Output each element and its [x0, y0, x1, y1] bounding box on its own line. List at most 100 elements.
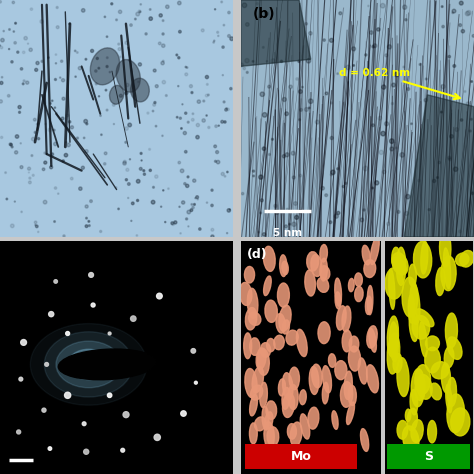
- Circle shape: [34, 221, 37, 224]
- Circle shape: [465, 11, 470, 16]
- Ellipse shape: [410, 390, 418, 415]
- Circle shape: [176, 54, 178, 56]
- Circle shape: [0, 38, 4, 42]
- Circle shape: [23, 80, 25, 82]
- Circle shape: [211, 235, 214, 238]
- Circle shape: [387, 222, 390, 226]
- Circle shape: [69, 23, 70, 25]
- Circle shape: [187, 121, 189, 123]
- Circle shape: [459, 1, 463, 5]
- Circle shape: [227, 209, 230, 212]
- Circle shape: [262, 147, 266, 150]
- Circle shape: [294, 201, 297, 205]
- Circle shape: [31, 137, 35, 141]
- Circle shape: [216, 160, 220, 164]
- Circle shape: [181, 128, 182, 129]
- Circle shape: [154, 101, 156, 104]
- Circle shape: [187, 176, 189, 178]
- Ellipse shape: [409, 309, 418, 341]
- Ellipse shape: [431, 362, 449, 379]
- Circle shape: [147, 112, 149, 114]
- Circle shape: [154, 434, 160, 440]
- Circle shape: [15, 151, 18, 154]
- Circle shape: [163, 190, 164, 191]
- Circle shape: [55, 79, 56, 81]
- Circle shape: [352, 47, 356, 51]
- Circle shape: [20, 143, 21, 144]
- Ellipse shape: [116, 60, 140, 92]
- Ellipse shape: [369, 328, 376, 352]
- Circle shape: [230, 37, 234, 41]
- Ellipse shape: [279, 305, 291, 331]
- Circle shape: [268, 85, 271, 88]
- Circle shape: [155, 175, 158, 178]
- Circle shape: [264, 12, 268, 16]
- Circle shape: [128, 182, 130, 185]
- Circle shape: [285, 153, 289, 157]
- Circle shape: [42, 168, 45, 171]
- Circle shape: [106, 57, 108, 59]
- Ellipse shape: [412, 316, 429, 339]
- Circle shape: [137, 81, 139, 83]
- Circle shape: [183, 131, 186, 135]
- Ellipse shape: [441, 363, 451, 393]
- Circle shape: [136, 12, 139, 16]
- Ellipse shape: [77, 356, 100, 373]
- Ellipse shape: [425, 347, 440, 373]
- Circle shape: [191, 348, 196, 353]
- Circle shape: [44, 161, 47, 164]
- Ellipse shape: [274, 335, 284, 350]
- Circle shape: [302, 86, 303, 88]
- Circle shape: [138, 63, 142, 66]
- Circle shape: [181, 411, 186, 416]
- Circle shape: [96, 57, 99, 60]
- Circle shape: [360, 218, 364, 222]
- Circle shape: [460, 119, 463, 121]
- Circle shape: [285, 112, 289, 116]
- Circle shape: [60, 77, 61, 78]
- Ellipse shape: [255, 417, 266, 431]
- Ellipse shape: [396, 247, 406, 285]
- Ellipse shape: [307, 252, 319, 271]
- Circle shape: [162, 44, 165, 47]
- Circle shape: [404, 211, 409, 216]
- Circle shape: [119, 94, 122, 97]
- Ellipse shape: [385, 267, 403, 299]
- Circle shape: [179, 117, 182, 119]
- Circle shape: [381, 131, 385, 136]
- Circle shape: [345, 182, 347, 184]
- Circle shape: [224, 121, 226, 123]
- Circle shape: [246, 23, 249, 26]
- Circle shape: [470, 118, 472, 120]
- Circle shape: [21, 339, 27, 346]
- Circle shape: [66, 114, 69, 117]
- Circle shape: [382, 85, 386, 89]
- Ellipse shape: [288, 384, 298, 410]
- Circle shape: [373, 44, 377, 48]
- Circle shape: [37, 137, 40, 140]
- Ellipse shape: [300, 414, 310, 439]
- Ellipse shape: [250, 338, 260, 356]
- Ellipse shape: [296, 329, 307, 356]
- Circle shape: [91, 303, 95, 307]
- Circle shape: [192, 179, 196, 182]
- Circle shape: [17, 51, 19, 53]
- Circle shape: [165, 5, 169, 9]
- Circle shape: [286, 208, 288, 210]
- Ellipse shape: [256, 348, 266, 369]
- Circle shape: [103, 163, 106, 165]
- Circle shape: [428, 209, 430, 211]
- Circle shape: [263, 233, 266, 236]
- Circle shape: [24, 36, 27, 40]
- Ellipse shape: [247, 288, 258, 319]
- Bar: [245, 444, 357, 469]
- Circle shape: [299, 119, 301, 120]
- Circle shape: [218, 35, 219, 36]
- Circle shape: [18, 111, 20, 113]
- Circle shape: [227, 171, 228, 173]
- Circle shape: [48, 57, 49, 58]
- Circle shape: [370, 31, 373, 34]
- Circle shape: [309, 32, 312, 35]
- Circle shape: [42, 408, 46, 412]
- Ellipse shape: [355, 287, 363, 301]
